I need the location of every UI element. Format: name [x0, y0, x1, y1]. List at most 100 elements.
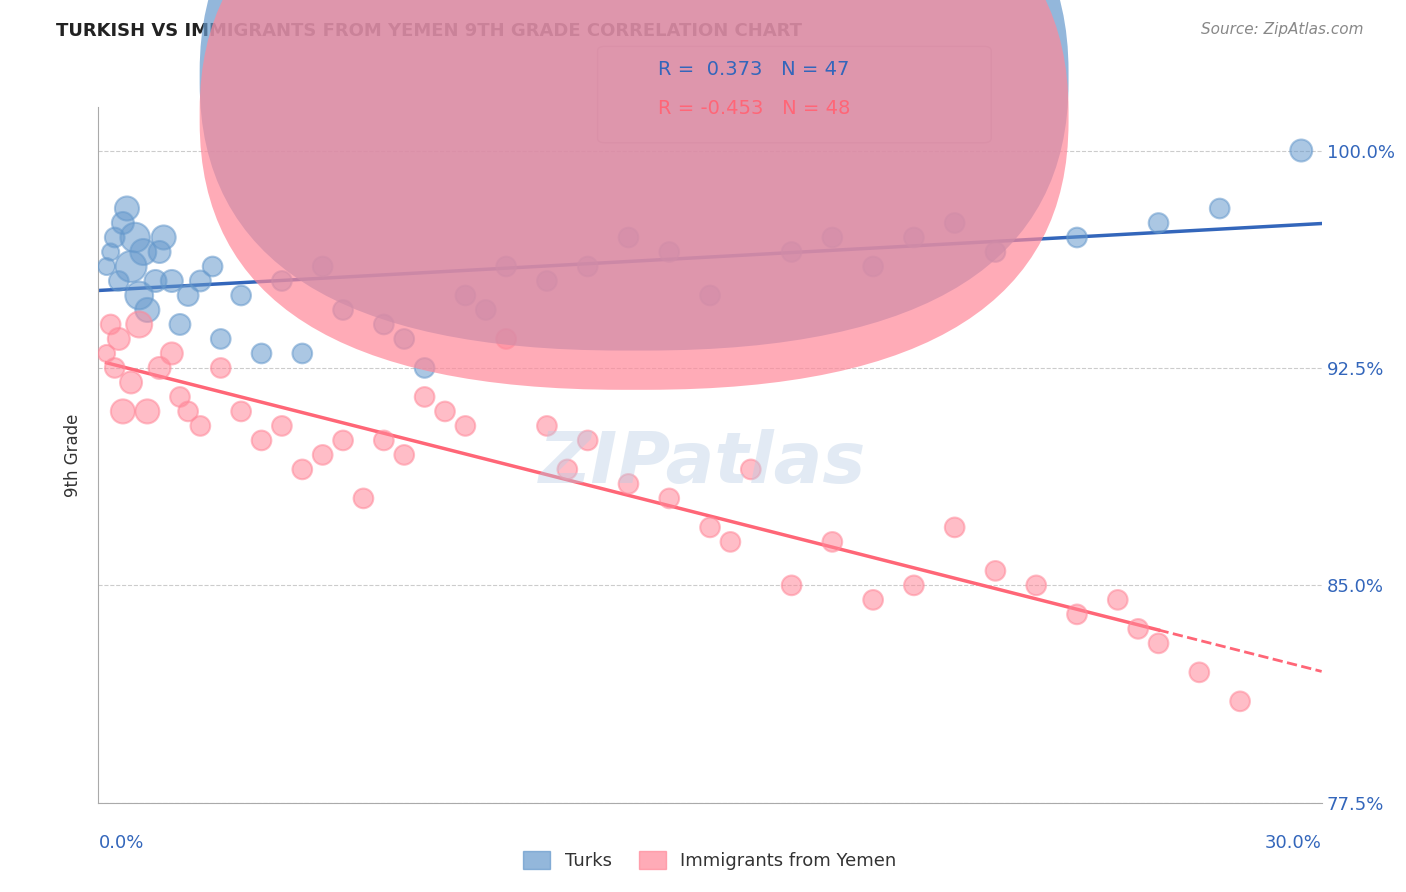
Point: [454, 288, 477, 302]
Point: [392, 448, 416, 462]
Point: [373, 318, 395, 332]
Point: [312, 260, 335, 274]
Point: [160, 346, 183, 360]
Point: [96, 346, 118, 360]
Point: [270, 419, 294, 434]
Point: [209, 361, 232, 376]
Point: [740, 462, 762, 476]
Point: [108, 332, 131, 346]
Text: R = -0.453   N = 48: R = -0.453 N = 48: [658, 99, 851, 118]
Text: TURKISH VS IMMIGRANTS FROM YEMEN 9TH GRADE CORRELATION CHART: TURKISH VS IMMIGRANTS FROM YEMEN 9TH GRA…: [56, 22, 803, 40]
Point: [201, 260, 224, 274]
Point: [177, 288, 200, 302]
Point: [495, 332, 517, 346]
Point: [862, 260, 884, 274]
Point: [104, 361, 127, 376]
Point: [984, 564, 1007, 578]
Text: 30.0%: 30.0%: [1265, 834, 1322, 852]
Point: [136, 303, 159, 318]
Point: [128, 318, 150, 332]
Point: [1128, 622, 1150, 636]
Point: [188, 274, 212, 288]
Point: [1147, 216, 1170, 230]
Point: [1066, 607, 1088, 622]
Point: [1147, 636, 1170, 650]
Point: [576, 260, 599, 274]
Point: [984, 245, 1007, 260]
Point: [111, 404, 134, 418]
Point: [231, 288, 253, 302]
Point: [160, 274, 183, 288]
Point: [1229, 694, 1251, 708]
Point: [413, 390, 436, 404]
Point: [1107, 593, 1129, 607]
Point: [136, 404, 159, 418]
Point: [1291, 144, 1313, 158]
Point: [576, 434, 599, 448]
Point: [720, 535, 742, 549]
Point: [903, 578, 925, 592]
Point: [821, 535, 844, 549]
Point: [862, 593, 884, 607]
Point: [291, 346, 314, 360]
Point: [413, 361, 436, 376]
Point: [617, 230, 640, 244]
Point: [188, 419, 212, 434]
Point: [169, 390, 191, 404]
Point: [145, 274, 167, 288]
Point: [100, 318, 122, 332]
Point: [149, 245, 172, 260]
Point: [536, 274, 558, 288]
Point: [270, 274, 294, 288]
Point: [152, 230, 174, 244]
Point: [943, 216, 966, 230]
Point: [699, 520, 721, 534]
Point: [495, 260, 517, 274]
Point: [177, 404, 200, 418]
Point: [903, 230, 925, 244]
Point: [124, 230, 146, 244]
Point: [111, 216, 134, 230]
Point: [780, 578, 803, 592]
Point: [332, 303, 354, 318]
Text: ZIPatlas: ZIPatlas: [540, 429, 866, 499]
Point: [536, 419, 558, 434]
Point: [780, 245, 803, 260]
Point: [231, 404, 253, 418]
Point: [433, 404, 456, 418]
Point: [332, 434, 354, 448]
Point: [1208, 202, 1232, 216]
Point: [352, 491, 374, 506]
Point: [1025, 578, 1047, 592]
Point: [108, 274, 131, 288]
Point: [128, 288, 150, 302]
Point: [120, 260, 142, 274]
Point: [96, 260, 118, 274]
Point: [149, 361, 172, 376]
Point: [209, 332, 232, 346]
Y-axis label: 9th Grade: 9th Grade: [65, 413, 83, 497]
Point: [454, 419, 477, 434]
Point: [104, 230, 127, 244]
Point: [474, 303, 498, 318]
Point: [291, 462, 314, 476]
Point: [943, 520, 966, 534]
Point: [312, 448, 335, 462]
Point: [132, 245, 155, 260]
Point: [373, 434, 395, 448]
Text: R =  0.373   N = 47: R = 0.373 N = 47: [658, 60, 849, 78]
Point: [120, 376, 142, 390]
Point: [115, 202, 138, 216]
Point: [617, 477, 640, 491]
Point: [658, 245, 681, 260]
Point: [1066, 230, 1088, 244]
Text: 0.0%: 0.0%: [98, 834, 143, 852]
Text: Source: ZipAtlas.com: Source: ZipAtlas.com: [1201, 22, 1364, 37]
Point: [821, 230, 844, 244]
Point: [699, 288, 721, 302]
Point: [392, 332, 416, 346]
Point: [557, 462, 579, 476]
Point: [1188, 665, 1211, 680]
Point: [658, 491, 681, 506]
Point: [250, 434, 273, 448]
